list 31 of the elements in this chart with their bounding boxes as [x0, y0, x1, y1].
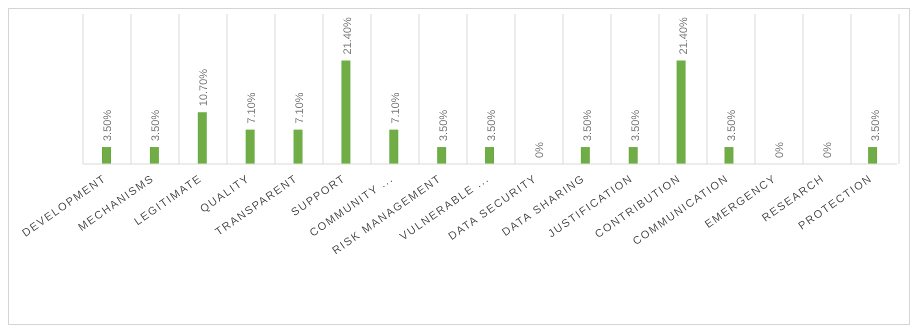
data-label: 3.50%	[582, 110, 594, 142]
data-label: 10.70%	[198, 68, 210, 106]
data-label: 7.10%	[246, 92, 258, 124]
bar	[580, 147, 590, 164]
data-label: 3.50%	[630, 110, 642, 142]
data-label: 3.50%	[870, 110, 882, 142]
bar	[676, 60, 686, 164]
data-label: 3.50%	[486, 110, 498, 142]
bar	[868, 147, 878, 164]
data-label: 0%	[822, 142, 834, 158]
bar	[246, 130, 255, 164]
data-label: 0%	[534, 142, 546, 158]
data-label: 3.50%	[102, 110, 114, 142]
bar	[437, 147, 446, 164]
bar	[341, 60, 350, 164]
bar	[150, 147, 159, 164]
data-label: 7.10%	[294, 92, 306, 124]
data-label: 3.50%	[150, 110, 162, 142]
data-label: 21.40%	[678, 17, 690, 55]
data-label: 0%	[774, 142, 786, 158]
data-label: 3.50%	[726, 110, 738, 142]
bar	[724, 147, 734, 164]
bar	[628, 147, 638, 164]
bar	[198, 112, 207, 164]
bar	[389, 130, 398, 164]
bar	[294, 130, 303, 164]
bar	[485, 147, 494, 164]
data-label: 7.10%	[390, 92, 402, 124]
data-label: 3.50%	[438, 110, 450, 142]
bar	[102, 147, 111, 164]
data-label: 21.40%	[342, 17, 354, 55]
